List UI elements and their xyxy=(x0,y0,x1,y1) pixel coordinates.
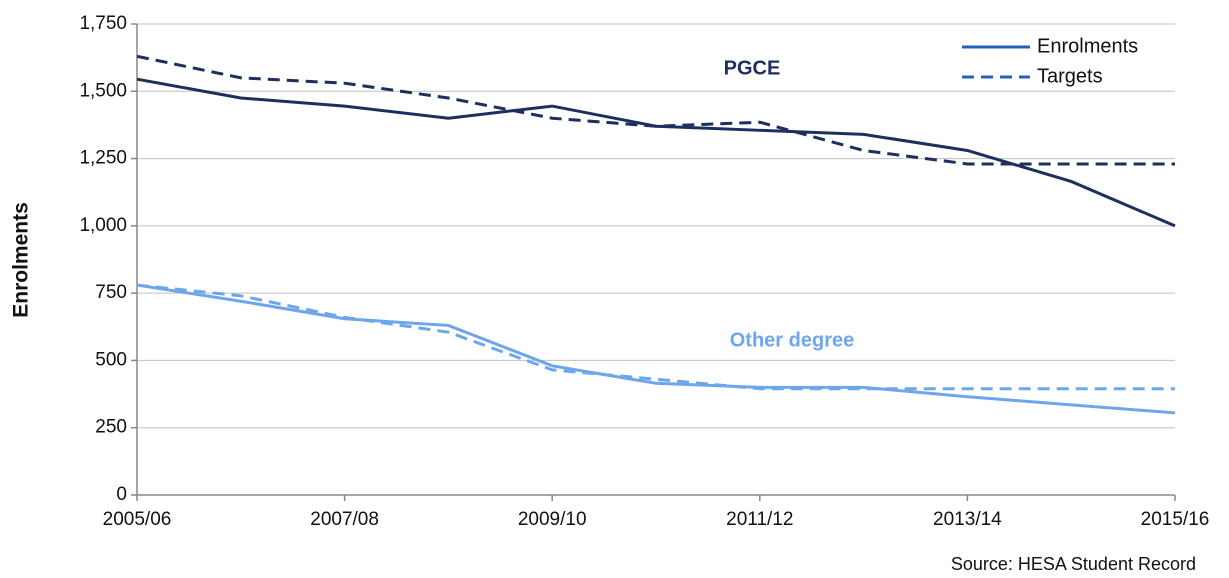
series-annotation: Other degree xyxy=(730,329,854,351)
y-tick-label: 500 xyxy=(95,349,127,370)
series-line xyxy=(136,283,1175,391)
y-tick-label: 1,250 xyxy=(79,148,127,169)
y-tick-label: 1,750 xyxy=(79,13,127,34)
x-tick-label: 2009/10 xyxy=(518,509,587,530)
series-line xyxy=(136,283,1176,415)
series-line xyxy=(136,77,1176,228)
x-tick-label: 2015/16 xyxy=(1141,509,1210,530)
source-note: Source: HESA Student Record xyxy=(951,554,1196,574)
x-tick-label: 2011/12 xyxy=(726,509,793,530)
legend-label: Enrolments xyxy=(1037,35,1138,57)
series-line xyxy=(136,54,1175,166)
x-tick-label: 2005/06 xyxy=(103,509,172,530)
legend-label: Targets xyxy=(1037,65,1103,87)
series-annotation: PGCE xyxy=(724,57,781,79)
y-tick-label: 0 xyxy=(116,484,127,505)
x-tick-label: 2007/08 xyxy=(310,509,379,530)
y-tick-label: 1,000 xyxy=(79,215,127,236)
y-axis-label: Enrolments xyxy=(10,202,33,318)
y-tick-label: 1,500 xyxy=(79,80,127,101)
y-tick-label: 750 xyxy=(95,282,127,303)
y-tick-label: 250 xyxy=(95,417,127,438)
x-tick-label: 2013/14 xyxy=(933,509,1002,530)
